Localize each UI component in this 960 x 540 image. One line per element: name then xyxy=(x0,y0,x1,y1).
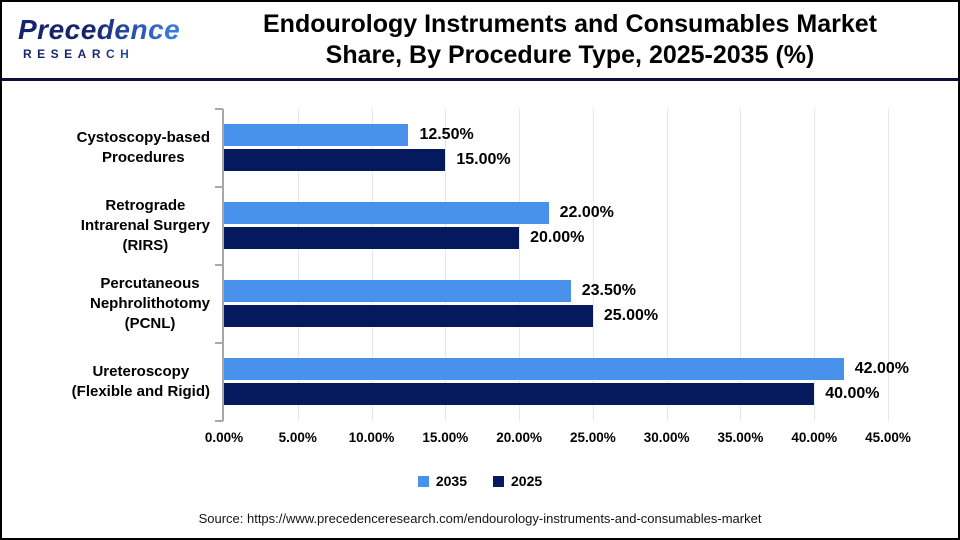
x-axis-tick-label: 35.00% xyxy=(717,430,764,445)
gridline xyxy=(814,109,816,421)
chart-title-line1: Endourology Instruments and Consumables … xyxy=(263,10,877,38)
x-axis-labels: 0.00% 5.00% 10.00% 15.00% 20.00% 25.00% 30.00%… xyxy=(205,430,911,448)
bar-value-label: 22.00% xyxy=(559,204,614,221)
gridline xyxy=(592,109,594,421)
bar-value-label: 40.00% xyxy=(825,385,880,402)
bar-2025-2 xyxy=(224,305,593,327)
logo-subtitle: RESEARCH xyxy=(18,47,180,61)
bar-2035-1 xyxy=(224,202,549,224)
gridline xyxy=(519,109,521,421)
logo-wordmark: Precedence xyxy=(18,14,181,45)
precedence-research-logo: Precedence RESEARCH xyxy=(18,14,180,61)
x-axis-tick-label: 45.00% xyxy=(865,430,911,445)
axis-tick xyxy=(215,420,223,422)
legend-item-2035: 2035 xyxy=(417,473,467,489)
gridline xyxy=(888,109,889,421)
bar-value-label: 42.00% xyxy=(854,360,909,377)
bar-2025-0 xyxy=(224,149,446,171)
bar-value-label: 12.50% xyxy=(419,126,474,143)
bar-2035-0 xyxy=(224,124,409,146)
axis-tick xyxy=(215,186,223,188)
bar-2035-3 xyxy=(224,358,844,380)
category-label-text: Retrograde Intrarenal Surgery (RIRS) xyxy=(80,197,210,254)
bar-value-label: 23.50% xyxy=(581,282,637,299)
legend: 2035 2025 xyxy=(2,473,958,489)
category-label-text: Ureteroscopy (Flexible and Rigid) xyxy=(71,363,210,400)
plot-area: 12.50% 22.00% 23.50% 42.00% 15.00% 20.00% 25.0… xyxy=(215,108,909,422)
axis-tick xyxy=(215,264,223,266)
x-axis-tick-label: 20.00% xyxy=(496,430,542,445)
gridline xyxy=(740,109,742,421)
category-label-text: Percutaneous Nephrolithotomy (PCNL) xyxy=(90,275,210,332)
category-axis-labels: Cystoscopy-based Procedures Retrograde In… xyxy=(10,109,210,421)
gridline xyxy=(371,109,373,421)
legend-label-2025: 2025 xyxy=(511,473,543,489)
category-label-text: Cystoscopy-based Procedures xyxy=(76,129,210,166)
category-label: Retrograde Intrarenal Surgery (RIRS) xyxy=(10,187,210,265)
legend-swatch-2025 xyxy=(493,475,504,487)
y-axis-line xyxy=(222,109,224,421)
bar-value-label: 20.00% xyxy=(530,229,585,246)
category-label: Ureteroscopy (Flexible and Rigid) xyxy=(10,343,210,421)
gridline xyxy=(666,109,668,421)
x-axis-tick-label: 10.00% xyxy=(348,430,395,445)
x-axis-tick-label: 40.00% xyxy=(791,430,838,445)
bar-2025-1 xyxy=(224,227,520,249)
axis-tick xyxy=(215,342,223,344)
legend-label-2035: 2035 xyxy=(435,473,467,489)
legend-item-2025: 2025 xyxy=(493,473,542,489)
x-axis-tick-label: 15.00% xyxy=(422,430,469,445)
chart-title-line2: Share, By Procedure Type, 2025-2035 (%) xyxy=(325,41,815,69)
x-axis-tick-label: 30.00% xyxy=(643,430,690,445)
axis-tick xyxy=(215,108,223,110)
category-label: Cystoscopy-based Procedures xyxy=(10,109,210,187)
x-axis-tick-label: 25.00% xyxy=(569,430,616,445)
source-text: Source: https://www.precedenceresearch.c… xyxy=(198,511,762,526)
bar-value-label: 25.00% xyxy=(603,307,659,324)
header: Precedence RESEARCH Endourology Instrume… xyxy=(2,2,958,81)
x-axis-tick-label: 5.00% xyxy=(278,430,317,445)
bar-value-label: 15.00% xyxy=(456,151,511,168)
gridline xyxy=(445,109,447,421)
category-label: Percutaneous Nephrolithotomy (PCNL) xyxy=(10,265,210,343)
gridline xyxy=(297,109,299,421)
x-axis-tick-label: 0.00% xyxy=(204,430,244,445)
bar-2035-2 xyxy=(224,280,571,302)
legend-swatch-2035 xyxy=(417,475,429,487)
bar-2025-3 xyxy=(224,383,815,405)
chart-title: Endourology Instruments and Consumables … xyxy=(197,9,943,71)
